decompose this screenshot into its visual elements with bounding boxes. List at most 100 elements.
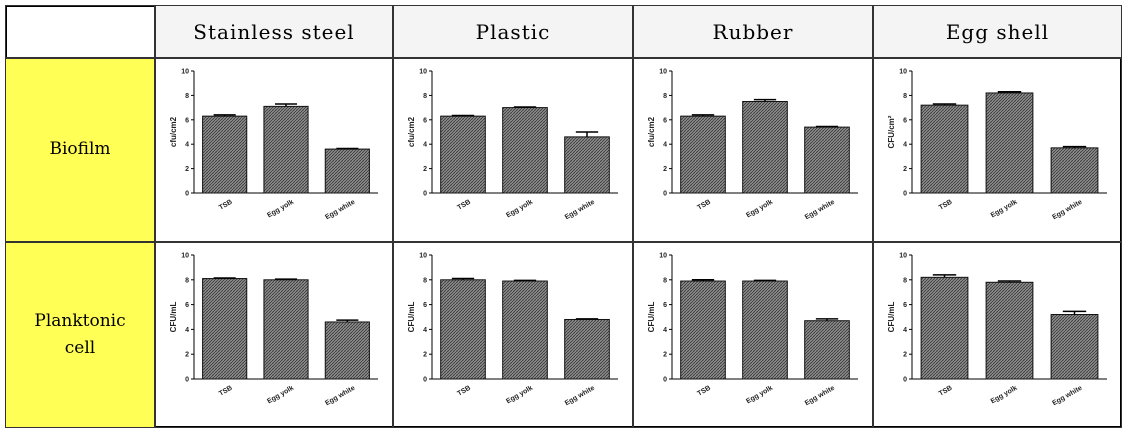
x-tick-label: Egg yolk xyxy=(990,199,1019,220)
y-tick-label: 2 xyxy=(663,166,667,173)
y-tick-label: 0 xyxy=(423,377,427,384)
x-tick-label: Egg white xyxy=(1051,199,1083,222)
error-bar xyxy=(691,279,715,282)
error-bar xyxy=(274,278,298,280)
error-bar xyxy=(451,277,475,280)
y-tick-label: 4 xyxy=(903,327,907,334)
chart-cell: 0 2 4 6 8 10 CFU/mL TSB Egg yolk Egg white xyxy=(155,242,393,428)
y-tick-label: 4 xyxy=(423,142,427,149)
error-bar xyxy=(932,274,957,278)
y-tick-label: 6 xyxy=(423,117,427,124)
x-tick-label: TSB xyxy=(696,199,712,212)
bar xyxy=(263,279,309,380)
x-tick-label: TSB xyxy=(938,199,954,212)
y-tick-label: 4 xyxy=(663,327,667,334)
chart-cell: 0 2 4 6 8 10 cfu/cm2 TSB Egg yolk Egg white xyxy=(393,58,633,242)
bar xyxy=(202,278,248,380)
y-tick-label: 2 xyxy=(423,166,427,173)
chart: 0 2 4 6 8 10 CFU/mL TSB Egg yolk Egg white xyxy=(169,253,378,408)
y-tick-label: 8 xyxy=(663,93,667,100)
row-header: Planktonic cell xyxy=(5,242,155,428)
y-axis-label: CFU/mL xyxy=(647,302,656,333)
error-bar xyxy=(997,90,1022,93)
bar xyxy=(1050,147,1099,194)
y-tick-label: 8 xyxy=(903,277,907,284)
bar xyxy=(324,148,370,194)
bar xyxy=(680,280,726,380)
y-axis-label: cfu/cm2 xyxy=(407,116,416,147)
error-bar xyxy=(575,131,599,137)
y-axis-label: CFU/mL xyxy=(407,302,416,333)
x-tick-label: TSB xyxy=(218,199,234,212)
chart-cell: 0 2 4 6 8 10 CFU/mL TSB Egg yolk Egg white xyxy=(873,242,1122,428)
bar xyxy=(804,320,850,380)
error-bar xyxy=(1062,145,1087,148)
x-tick-label: TSB xyxy=(938,385,954,398)
bar xyxy=(1050,314,1099,380)
chart-cell: 0 2 4 6 8 10 CFU/mL TSB Egg yolk Egg white xyxy=(393,242,633,428)
y-tick-label: 4 xyxy=(423,327,427,334)
y-tick-label: 6 xyxy=(903,117,907,124)
bar xyxy=(920,276,969,380)
y-tick-label: 6 xyxy=(663,117,667,124)
x-tick-label: Egg white xyxy=(564,199,596,222)
error-bar xyxy=(513,106,537,108)
chart: 0 2 4 6 8 10 CFU/mL TSB Egg yolk Egg white xyxy=(407,253,618,407)
y-tick-label: 0 xyxy=(903,377,907,384)
y-axis-label: CFU/mL xyxy=(887,302,896,333)
y-tick-label: 10 xyxy=(181,253,189,260)
chart: 0 2 4 6 8 10 CFU/mL TSB Egg yolk Egg white xyxy=(647,253,858,408)
chart-cell: 0 2 4 6 8 10 CFU/mL TSB Egg yolk Egg white xyxy=(633,242,873,428)
column-header: Plastic xyxy=(393,5,633,58)
error-bar xyxy=(997,280,1022,283)
column-header: Egg shell xyxy=(873,5,1122,58)
x-tick-label: Egg yolk xyxy=(266,385,295,406)
y-tick-label: 0 xyxy=(185,377,189,384)
x-tick-label: Egg yolk xyxy=(745,199,774,220)
bar xyxy=(202,115,248,194)
y-tick-label: 8 xyxy=(423,93,427,100)
y-tick-label: 6 xyxy=(185,117,189,124)
x-tick-label: Egg white xyxy=(804,385,836,408)
y-tick-label: 8 xyxy=(185,277,189,284)
row-label: Biofilm xyxy=(49,139,111,160)
column-header: Stainless steel xyxy=(155,5,393,58)
row-header: Biofilm xyxy=(5,58,155,242)
y-tick-label: 8 xyxy=(423,277,427,284)
y-tick-label: 8 xyxy=(903,93,907,100)
error-bar xyxy=(336,319,359,322)
bar xyxy=(804,126,850,194)
x-tick-label: Egg yolk xyxy=(266,199,295,220)
y-tick-label: 4 xyxy=(663,142,667,149)
x-tick-label: Egg white xyxy=(324,385,356,408)
x-tick-label: TSB xyxy=(696,385,712,398)
x-tick-label: Egg yolk xyxy=(505,385,534,406)
bar xyxy=(680,115,726,194)
chart: 0 2 4 6 8 10 CFU/mL TSB Egg yolk Egg white xyxy=(887,253,1107,407)
y-tick-label: 2 xyxy=(903,352,907,359)
y-tick-label: 6 xyxy=(663,302,667,309)
y-tick-label: 10 xyxy=(419,69,427,76)
error-bar xyxy=(213,277,236,279)
bar xyxy=(502,280,548,380)
y-axis-label: cfu/cm2 xyxy=(169,116,178,147)
chart: 0 2 4 6 8 10 cfu/cm2 TSB Egg yolk Egg white xyxy=(407,69,618,222)
y-tick-label: 10 xyxy=(659,69,667,76)
bar xyxy=(985,92,1034,194)
column-header: Rubber xyxy=(633,5,873,58)
chart: 0 2 4 6 8 10 cfu/cm2 TSB Egg yolk Egg white xyxy=(647,69,858,221)
error-bar xyxy=(336,147,359,150)
chart-cell: 0 2 4 6 8 10 cfu/cm2 TSB Egg yolk Egg white xyxy=(155,58,393,242)
error-bar xyxy=(513,279,537,282)
error-bar xyxy=(691,114,715,117)
y-tick-label: 8 xyxy=(663,277,667,284)
error-bar xyxy=(815,125,839,128)
x-tick-label: Egg yolk xyxy=(505,199,534,220)
chart-cell: 0 2 4 6 8 10 cfu/cm2 TSB Egg yolk Egg white xyxy=(633,58,873,242)
bar xyxy=(263,105,309,194)
y-tick-label: 0 xyxy=(663,191,667,198)
chart: 0 2 4 6 8 10 cfu/cm2 TSB Egg yolk Egg white xyxy=(169,69,378,221)
y-tick-label: 10 xyxy=(419,253,427,260)
bar xyxy=(564,136,610,194)
x-tick-label: TSB xyxy=(456,385,472,398)
